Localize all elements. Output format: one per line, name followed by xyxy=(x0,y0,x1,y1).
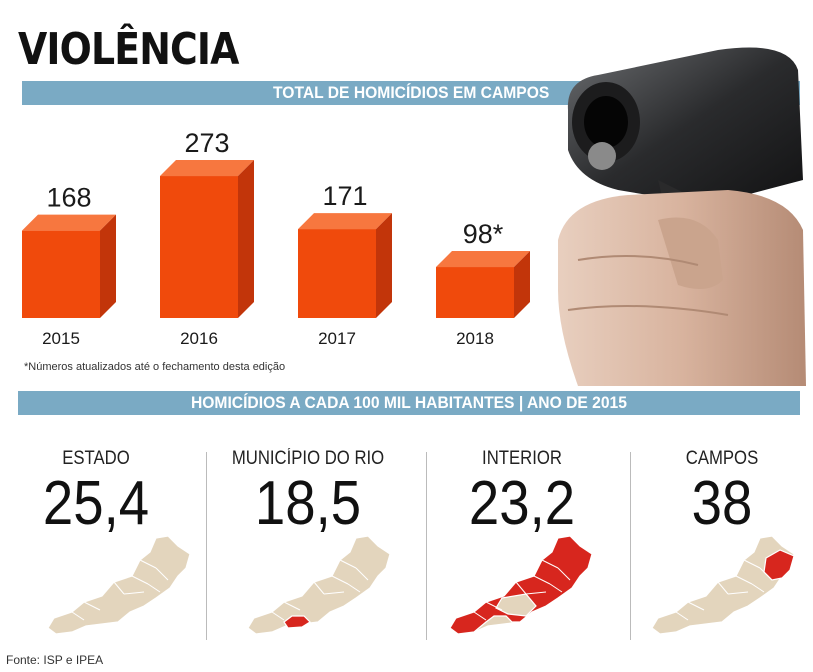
state-map-campos xyxy=(651,535,795,635)
x-tick-label: 2017 xyxy=(318,329,356,348)
region-border xyxy=(283,601,301,611)
bar-side xyxy=(514,251,530,318)
region-border xyxy=(675,611,689,621)
state-outline xyxy=(651,535,795,635)
bar-top xyxy=(436,251,530,268)
stat-label: INTERIOR xyxy=(482,448,562,469)
bar-side xyxy=(238,160,254,318)
region-border xyxy=(147,583,161,593)
homicides-bar-chart: 168 2015 273 2016 171 2017 98* 2018 xyxy=(22,130,530,348)
stat-municipio-rio: MUNICÍPIO DO RIO 18,5 xyxy=(218,448,398,536)
region-border xyxy=(525,591,547,595)
state-outline xyxy=(47,535,191,635)
pistol-hand-illustration xyxy=(558,47,806,386)
region-border xyxy=(743,559,761,569)
section-band-rate-label: HOMICÍDIOS A CADA 100 MIL HABITANTES | A… xyxy=(191,393,627,412)
stat-value: 25,4 xyxy=(42,469,150,538)
stat-value: 18,5 xyxy=(254,469,362,538)
bar-top xyxy=(298,213,392,230)
stat-label: ESTADO xyxy=(62,448,130,469)
highlight-region xyxy=(283,615,311,629)
stat-campos: CAMPOS 38 xyxy=(632,448,812,536)
stat-estado: ESTADO 25,4 xyxy=(6,448,186,536)
region-border xyxy=(549,583,563,593)
bar-group: 171 2017 xyxy=(298,181,392,348)
region-border xyxy=(557,567,571,581)
region-border xyxy=(271,611,285,621)
region-border xyxy=(355,567,369,581)
divider xyxy=(206,452,207,640)
region-border xyxy=(687,601,705,611)
divider xyxy=(630,452,631,640)
source-credit: Fonte: ISP e IPEA xyxy=(6,653,104,667)
stat-label: CAMPOS xyxy=(685,448,759,469)
x-tick-label: 2015 xyxy=(42,329,80,348)
region-border xyxy=(347,583,361,593)
stat-label: MUNICÍPIO DO RIO xyxy=(231,448,385,469)
divider xyxy=(426,452,427,640)
region-border xyxy=(339,559,357,569)
region-border xyxy=(131,575,149,585)
bar xyxy=(160,176,238,318)
stat-value: 38 xyxy=(691,469,753,538)
data-label: 168 xyxy=(46,183,91,213)
region-border xyxy=(759,567,773,581)
bar-top xyxy=(22,214,116,231)
state-outline xyxy=(247,535,391,635)
data-label: 98* xyxy=(463,219,504,249)
region-border xyxy=(123,591,145,595)
bar-group: 98* 2018 xyxy=(436,219,530,348)
region-border xyxy=(113,581,125,595)
bar-group: 168 2015 xyxy=(22,183,116,348)
highlight-region xyxy=(449,535,593,635)
x-tick-label: 2016 xyxy=(180,329,218,348)
bar-group: 273 2016 xyxy=(160,130,254,348)
data-label: 171 xyxy=(322,181,367,211)
region-border xyxy=(541,559,559,569)
region-border xyxy=(485,601,503,611)
region-border xyxy=(751,583,765,593)
section-band-rate: HOMICÍDIOS A CADA 100 MIL HABITANTES | A… xyxy=(18,391,800,415)
region-border xyxy=(727,591,749,595)
region-border xyxy=(533,575,551,585)
data-label: 273 xyxy=(184,130,229,158)
region-border xyxy=(155,567,169,581)
region-border xyxy=(71,611,85,621)
section-band-total-label: TOTAL DE HOMICÍDIOS EM CAMPOS xyxy=(272,83,550,102)
region-border xyxy=(515,581,527,595)
footnote: *Números atualizados até o fechamento de… xyxy=(24,361,286,373)
region-border xyxy=(717,581,729,595)
bar-side xyxy=(376,213,392,318)
state-map-estado xyxy=(47,535,191,635)
stat-value: 23,2 xyxy=(468,469,576,538)
bar xyxy=(436,267,514,318)
region-border xyxy=(473,611,487,621)
bar-side xyxy=(100,214,116,318)
page-title: VIOLÊNCIA xyxy=(18,24,239,75)
region-border xyxy=(735,575,753,585)
bar-top xyxy=(160,160,254,177)
region-border xyxy=(323,591,345,595)
bar xyxy=(298,229,376,318)
bar xyxy=(22,230,100,318)
region-border xyxy=(331,575,349,585)
stat-interior: INTERIOR 23,2 xyxy=(432,448,612,536)
region-border xyxy=(83,601,101,611)
state-map-municipio-rio xyxy=(247,535,391,635)
region-border xyxy=(139,559,157,569)
region-border xyxy=(313,581,325,595)
x-tick-label: 2018 xyxy=(456,329,494,348)
state-map-interior xyxy=(449,535,593,635)
